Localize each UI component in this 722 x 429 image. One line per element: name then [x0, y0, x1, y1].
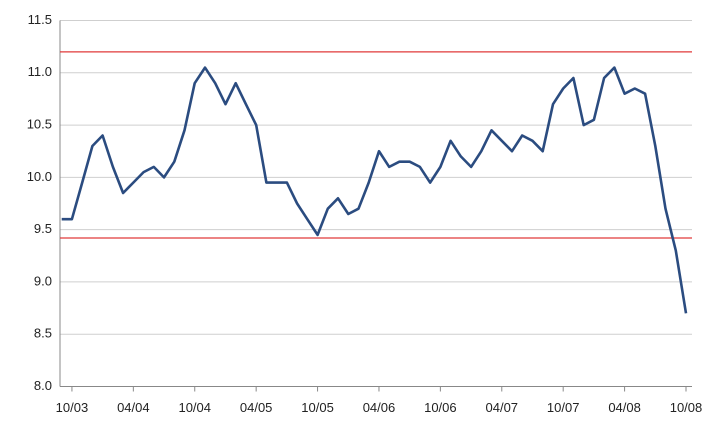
- y-tick-label: 10.0: [27, 169, 52, 184]
- data-line: [61, 66, 688, 314]
- y-tick-label: 8.0: [34, 378, 52, 393]
- y-tick-label: 8.5: [34, 326, 52, 341]
- x-tick-label: 04/07: [486, 400, 519, 415]
- y-tick-label: 11.5: [28, 12, 52, 27]
- y-tick-label: 9.5: [34, 221, 52, 236]
- x-tick-label: 10/04: [178, 400, 211, 415]
- y-tick-label: 11.0: [28, 64, 52, 79]
- x-tick-label: 04/08: [608, 400, 641, 415]
- x-tick-label: 10/06: [424, 400, 457, 415]
- x-tick-label: 04/05: [240, 400, 273, 415]
- y-tick-label: 10.5: [27, 117, 52, 132]
- x-tick-label: 04/06: [363, 400, 396, 415]
- y-tick-label: 9.0: [34, 273, 52, 288]
- x-tick-label: 10/03: [56, 400, 89, 415]
- x-tick-label: 04/04: [117, 400, 150, 415]
- x-tick-label: 10/08: [670, 400, 703, 415]
- x-tick-label: 10/07: [547, 400, 580, 415]
- x-tick-label: 10/05: [301, 400, 334, 415]
